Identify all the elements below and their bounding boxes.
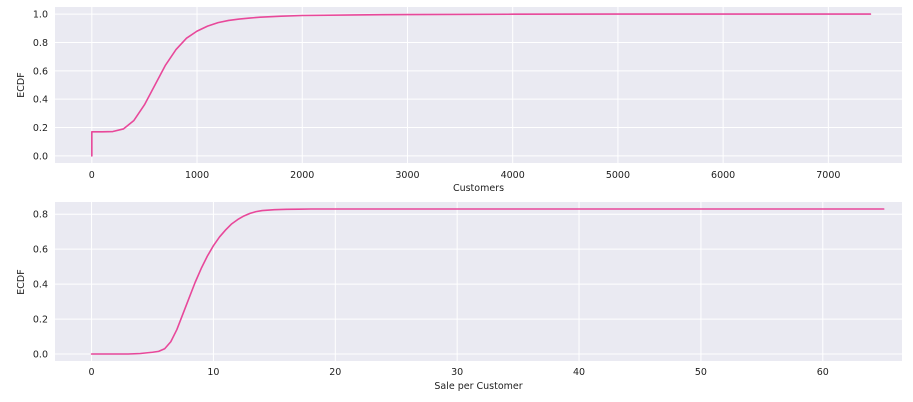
ecdf-line: [91, 13, 872, 157]
y-tick-label: 0.8: [33, 210, 48, 221]
y-tick-label: 0.0: [33, 151, 48, 162]
y-tick-label: 0.4: [33, 95, 48, 106]
y-axis-label: ECDF: [16, 269, 27, 294]
x-tick-label: 30: [451, 367, 463, 378]
x-tick-label: 5000: [606, 170, 630, 181]
sale-per-customer-ecdf-chart: 0 10 20 30 40 50 60 0.0 0.2 0.4 0.6 0.8 Sale per C…: [16, 202, 902, 392]
y-tick-labels: 0.0 0.2 0.4 0.6 0.8: [33, 210, 48, 361]
y-tick-label: 0.6: [33, 66, 48, 77]
y-tick-label: 0.0: [33, 350, 48, 361]
x-tick-label: 3000: [395, 170, 419, 181]
x-axis-label: Sale per Customer: [434, 381, 522, 392]
x-tick-labels: 0 1000 2000 3000 4000 5000 6000 7000: [89, 170, 841, 181]
y-tick-label: 0.6: [33, 245, 48, 256]
x-tick-label: 4000: [501, 170, 525, 181]
y-gridlines: [55, 213, 902, 355]
x-tick-label: 40: [573, 367, 585, 378]
y-tick-label: 0.4: [33, 280, 48, 291]
x-tick-label: 1000: [185, 170, 209, 181]
x-tick-label: 0: [89, 367, 95, 378]
series-layer: [91, 13, 872, 157]
series-layer: [90, 208, 885, 355]
x-tick-label: 7000: [816, 170, 840, 181]
x-tick-label: 20: [329, 367, 341, 378]
ecdf-line: [90, 208, 885, 355]
y-tick-label: 0.2: [33, 123, 48, 134]
x-tick-label: 60: [817, 367, 829, 378]
x-axis-label: Customers: [453, 183, 504, 194]
y-tick-label: 1.0: [33, 10, 48, 21]
x-tick-labels: 0 10 20 30 40 50 60: [89, 367, 829, 378]
x-tick-label: 50: [695, 367, 707, 378]
x-tick-label: 10: [207, 367, 219, 378]
x-tick-label: 2000: [290, 170, 314, 181]
plot-area: [55, 202, 902, 361]
x-gridlines: [91, 202, 824, 361]
y-tick-labels: 0.0 0.2 0.4 0.6 0.8 1.0: [33, 10, 48, 163]
plot-area: [55, 7, 902, 163]
x-tick-label: 0: [89, 170, 95, 181]
y-tick-label: 0.8: [33, 38, 48, 49]
x-gridlines: [91, 7, 829, 163]
y-tick-label: 0.2: [33, 315, 48, 326]
x-tick-label: 6000: [711, 170, 735, 181]
customers-ecdf-chart: 0 1000 2000 3000 4000 5000 6000 7000 0.00.20.40…: [16, 7, 902, 194]
y-axis-label: ECDF: [16, 72, 27, 97]
